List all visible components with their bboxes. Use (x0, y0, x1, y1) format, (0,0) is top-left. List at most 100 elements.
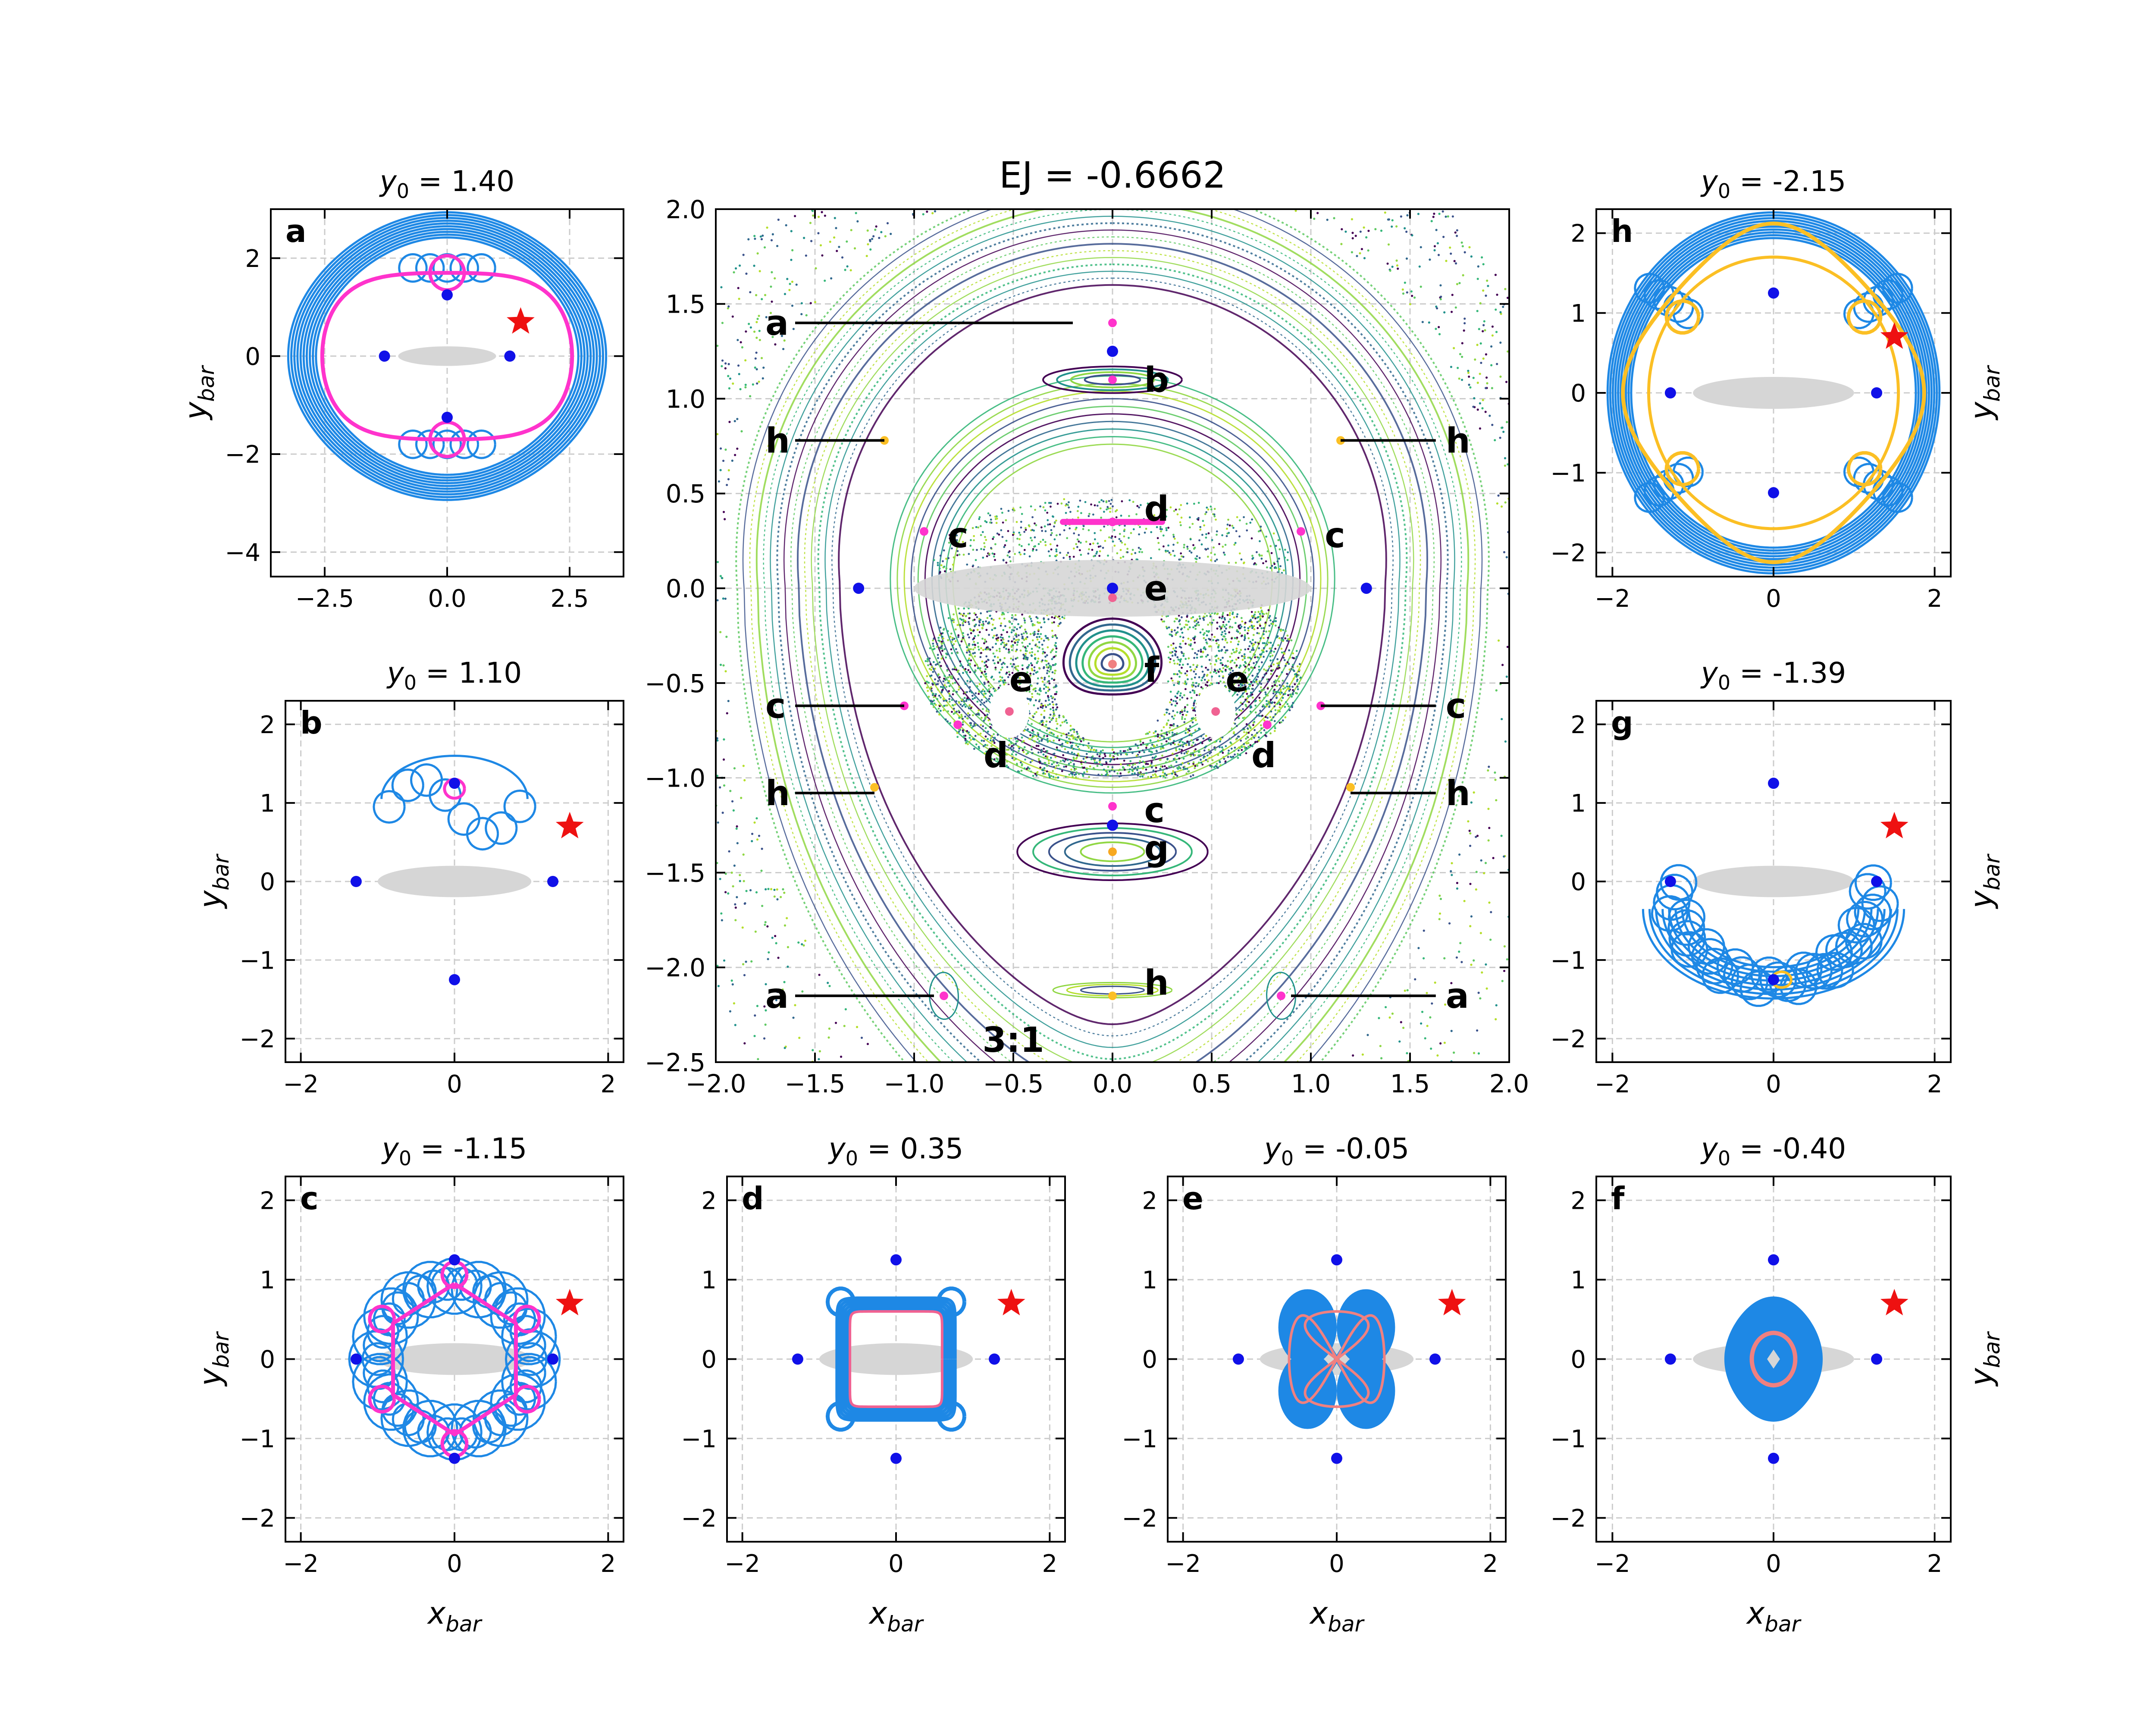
chaotic-point (1221, 615, 1224, 618)
chaotic-point (1310, 1267, 1313, 1269)
chaotic-point (1481, 407, 1484, 410)
chaotic-point (1114, 1328, 1116, 1330)
chaotic-point (1043, 747, 1045, 750)
chaotic-point (985, 700, 987, 703)
chaotic-point (1448, 922, 1451, 925)
chaotic-point (1395, 259, 1398, 262)
chaotic-point (1491, 423, 1494, 426)
chaotic-point (1201, 671, 1204, 673)
chaotic-point (1229, 737, 1232, 740)
chaotic-point (1248, 645, 1251, 647)
chaotic-point (1502, 430, 1505, 433)
chaotic-point (1411, 234, 1413, 237)
chaotic-point (1543, 545, 1545, 547)
chaotic-point (987, 157, 989, 159)
chaotic-point (962, 692, 965, 695)
chaotic-point (1018, 677, 1021, 679)
chaotic-point (1233, 1277, 1235, 1279)
chaotic-point (1250, 691, 1252, 694)
chaotic-point (1518, 469, 1520, 471)
chaotic-point (761, 298, 763, 301)
chaotic-point (1524, 884, 1526, 886)
chaotic-point (716, 433, 719, 436)
chaotic-point (965, 671, 968, 674)
chaotic-point (1233, 662, 1236, 664)
chaotic-point (1395, 225, 1398, 228)
chaotic-point (724, 597, 727, 600)
chaotic-point (1426, 992, 1428, 994)
chaotic-point (1020, 769, 1023, 772)
chaotic-point (701, 333, 703, 336)
chaotic-point (1078, 743, 1081, 746)
chaotic-point (1367, 249, 1369, 252)
chaotic-point (731, 800, 734, 803)
chaotic-point (1184, 768, 1187, 770)
chaotic-point (948, 698, 950, 700)
chaotic-point (975, 692, 977, 695)
chaotic-point (1211, 1262, 1213, 1264)
chaotic-point (1575, 514, 1577, 516)
chaotic-point (1582, 517, 1584, 519)
chaotic-point (1592, 579, 1594, 581)
chaotic-point (1054, 669, 1057, 672)
chaotic-point (1387, 218, 1389, 221)
chaotic-point (939, 1123, 941, 1125)
chaotic-point (1504, 501, 1507, 504)
chaotic-point (898, 201, 900, 204)
chaotic-point (814, 192, 816, 194)
chaotic-point (756, 1005, 759, 1007)
chaotic-point (1193, 707, 1196, 710)
chaotic-point (1248, 663, 1250, 666)
chaotic-point (967, 1219, 969, 1221)
chaotic-point (1500, 427, 1503, 429)
chaotic-point (959, 1170, 961, 1172)
invariant-curve (763, 209, 1462, 1062)
chaotic-point (1201, 628, 1204, 631)
chaotic-point (1434, 981, 1436, 984)
chaotic-point (758, 314, 760, 317)
chaotic-point (989, 723, 991, 725)
chaotic-point (1150, 753, 1152, 756)
chaotic-point (1537, 502, 1539, 504)
chaotic-point (719, 469, 722, 471)
chaotic-point (748, 323, 750, 325)
invariant-curve (755, 209, 1470, 1062)
chaotic-point (1192, 762, 1195, 765)
chaotic-point (1273, 650, 1275, 653)
chaotic-point (983, 1166, 985, 1168)
chaotic-point (1091, 150, 1094, 152)
chaotic-point (1275, 1270, 1277, 1273)
chaotic-point (1158, 123, 1160, 125)
chaotic-point (798, 1037, 801, 1039)
chaotic-point (1138, 762, 1141, 764)
chaotic-point (1288, 663, 1290, 665)
chaotic-point (1078, 144, 1081, 146)
chaotic-point (1203, 615, 1205, 618)
chaotic-point (865, 254, 868, 257)
chaotic-point (1248, 101, 1250, 103)
chaotic-point (771, 271, 773, 273)
chaotic-point (1546, 694, 1548, 696)
chaotic-point (1251, 645, 1254, 647)
chaotic-point (1052, 703, 1055, 706)
chaotic-point (1174, 654, 1177, 656)
chaotic-point (1167, 680, 1169, 683)
chaotic-point (1483, 872, 1485, 875)
chaotic-point (948, 176, 950, 178)
chaotic-point (1168, 626, 1170, 629)
chaotic-point (664, 528, 666, 530)
chaotic-point (1406, 291, 1408, 294)
chaotic-point (1072, 748, 1075, 750)
chaotic-point (688, 740, 690, 743)
chaotic-point (1244, 626, 1246, 629)
chaotic-point (787, 965, 789, 968)
chaotic-point (1237, 1181, 1239, 1183)
chaotic-point (1046, 672, 1048, 674)
chaotic-point (1120, 775, 1122, 777)
chaotic-point (763, 246, 766, 249)
chaotic-point (1028, 767, 1031, 770)
chaotic-point (1176, 754, 1178, 757)
chaotic-point (954, 681, 956, 684)
chaotic-point (1256, 632, 1259, 634)
chaotic-point (1361, 182, 1363, 185)
